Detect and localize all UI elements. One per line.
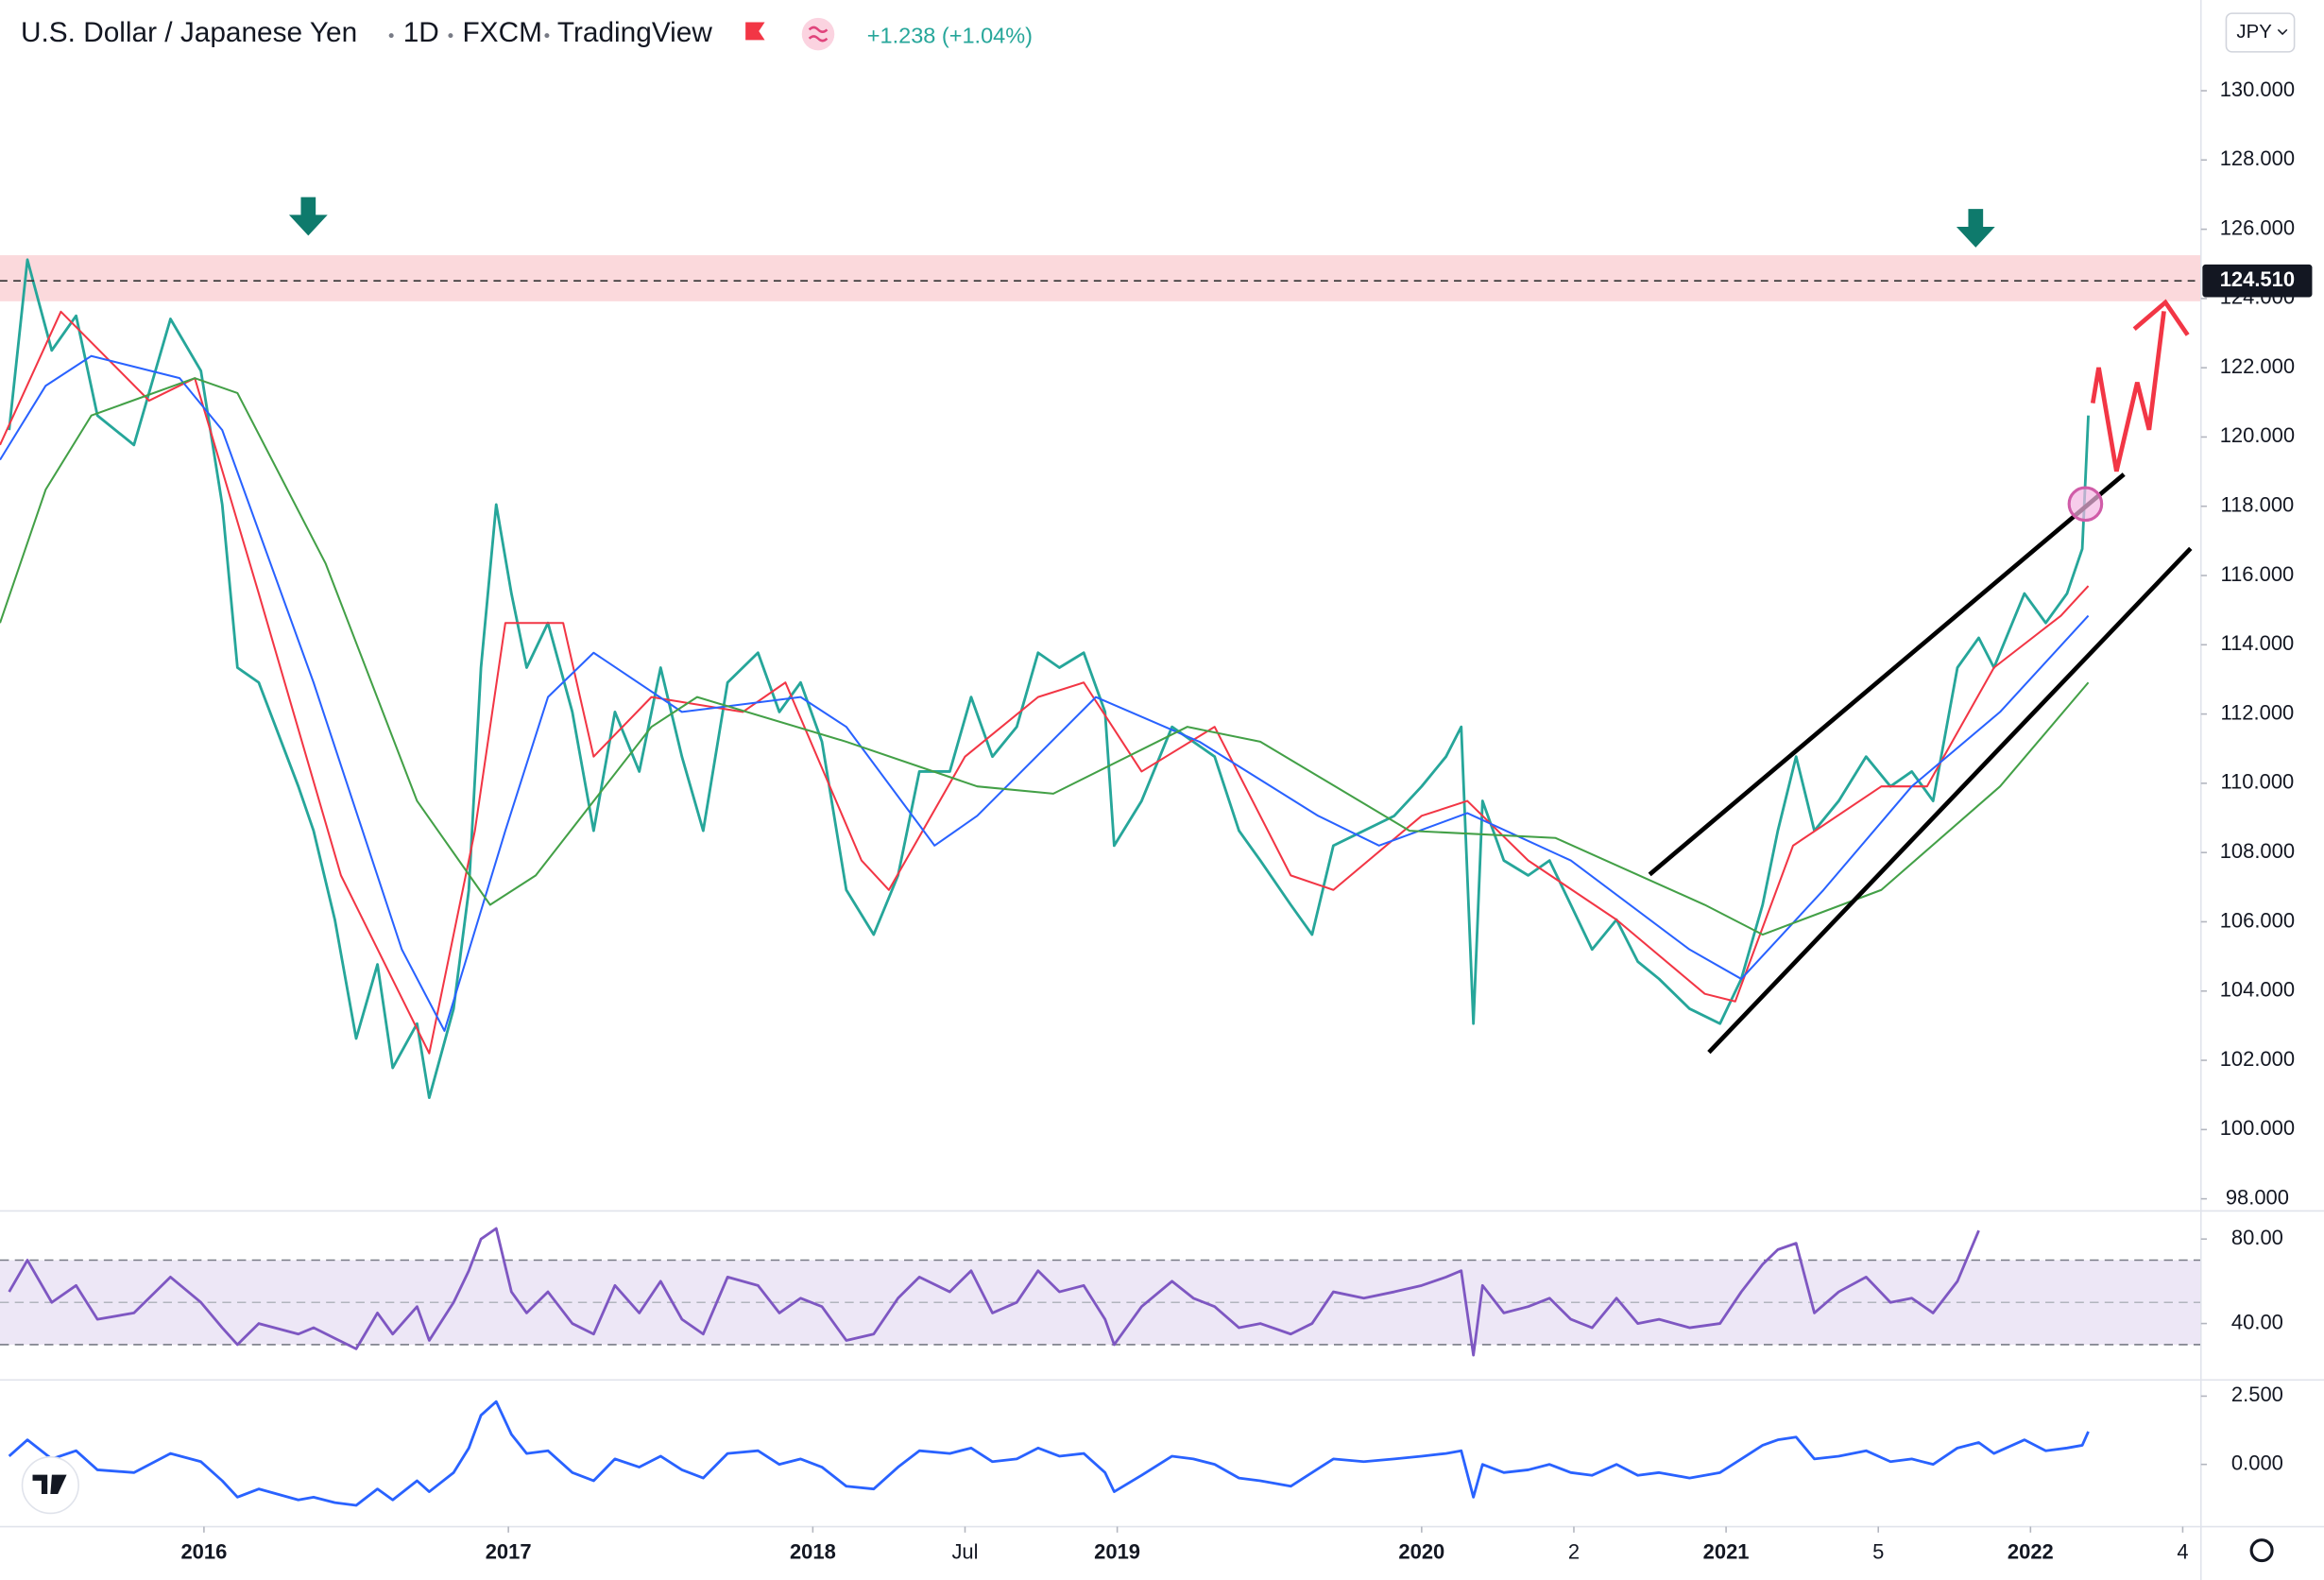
series-line <box>8 258 2090 1100</box>
series-line <box>8 1400 2090 1507</box>
separator <box>544 33 550 39</box>
separator <box>388 33 394 39</box>
price-label-bg <box>2202 264 2313 298</box>
trend-line <box>1648 472 2126 877</box>
y-tick-label: 118.000 <box>2221 493 2295 517</box>
x-tick-label: 2018 <box>790 1540 836 1564</box>
x-tick-label: 4 <box>2177 1540 2188 1564</box>
y-tick-label: 108.000 <box>2220 839 2295 863</box>
settings-icon[interactable] <box>2249 1538 2274 1563</box>
y-tick-label: 100.000 <box>2220 1116 2295 1140</box>
y-tick-label: 116.000 <box>2221 562 2295 586</box>
band <box>0 255 2201 301</box>
x-tick-label: 2020 <box>1398 1540 1444 1564</box>
y-tick-label: 120.000 <box>2220 423 2295 447</box>
y-tick-label: 40.00 <box>2231 1310 2283 1333</box>
y-tick-label: 80.00 <box>2231 1226 2283 1249</box>
down-arrow <box>288 197 328 236</box>
y-tick-label: 98.000 <box>2226 1185 2289 1209</box>
projection-arrow <box>2090 311 2166 472</box>
arrow-head <box>2132 299 2190 336</box>
x-tick-label: 2 <box>1568 1540 1580 1564</box>
symbol-name[interactable]: U.S. Dollar / Japanese Yen <box>21 17 357 48</box>
flag-icon[interactable] <box>745 22 765 41</box>
y-tick-label: 128.000 <box>2220 146 2295 170</box>
plot-area <box>0 255 2201 1507</box>
separator <box>448 33 453 39</box>
x-tick-label: 2016 <box>180 1540 227 1564</box>
y-tick-label: 122.000 <box>2220 354 2295 378</box>
currency-label[interactable]: JPY <box>2236 22 2272 43</box>
price-label: 124.510 <box>2220 267 2295 291</box>
series-line <box>0 310 2090 1055</box>
logo-mark <box>32 1474 67 1495</box>
x-tick-label: 5 <box>1872 1540 1884 1564</box>
y-tick-label: 104.000 <box>2220 978 2295 1002</box>
source: TradingView <box>557 17 712 48</box>
logo[interactable] <box>21 1456 79 1515</box>
x-tick-label: Jul <box>951 1540 978 1564</box>
y-tick-label: 106.000 <box>2220 908 2295 932</box>
exchange: FXCM <box>462 17 541 48</box>
chevron <box>2277 28 2288 36</box>
marker-circle <box>2067 486 2104 523</box>
currency-button[interactable] <box>2225 12 2296 53</box>
y-tick-label: 112.000 <box>2221 700 2295 724</box>
y-tick-label: 102.000 <box>2220 1047 2295 1071</box>
y-tick-label: 114.000 <box>2221 631 2295 655</box>
y-tick-label: 2.500 <box>2231 1382 2283 1406</box>
drawings <box>288 197 2193 1055</box>
price-change: +1.238 (+1.04%) <box>867 23 1033 47</box>
interval[interactable]: 1D <box>403 17 439 48</box>
x-tick-label: 2017 <box>486 1540 532 1564</box>
down-arrow <box>1956 209 1995 248</box>
y-tick-label: 126.000 <box>2220 215 2295 239</box>
x-tick-label: 2021 <box>1703 1540 1750 1564</box>
y-tick-label: 0.000 <box>2231 1451 2283 1474</box>
y-tick-label: 130.000 <box>2220 77 2295 101</box>
x-tick-label: 2019 <box>1094 1540 1140 1564</box>
indicator-glyph <box>808 26 829 43</box>
x-tick-label: 2022 <box>2008 1540 2054 1564</box>
series-line <box>0 377 2090 936</box>
header-bg <box>0 0 1068 66</box>
y-tick-label: 110.000 <box>2221 770 2295 794</box>
series-line <box>0 354 2090 1032</box>
trend-line <box>1707 546 2193 1055</box>
series-line <box>8 1227 1980 1357</box>
indicator-icon[interactable] <box>801 17 835 51</box>
